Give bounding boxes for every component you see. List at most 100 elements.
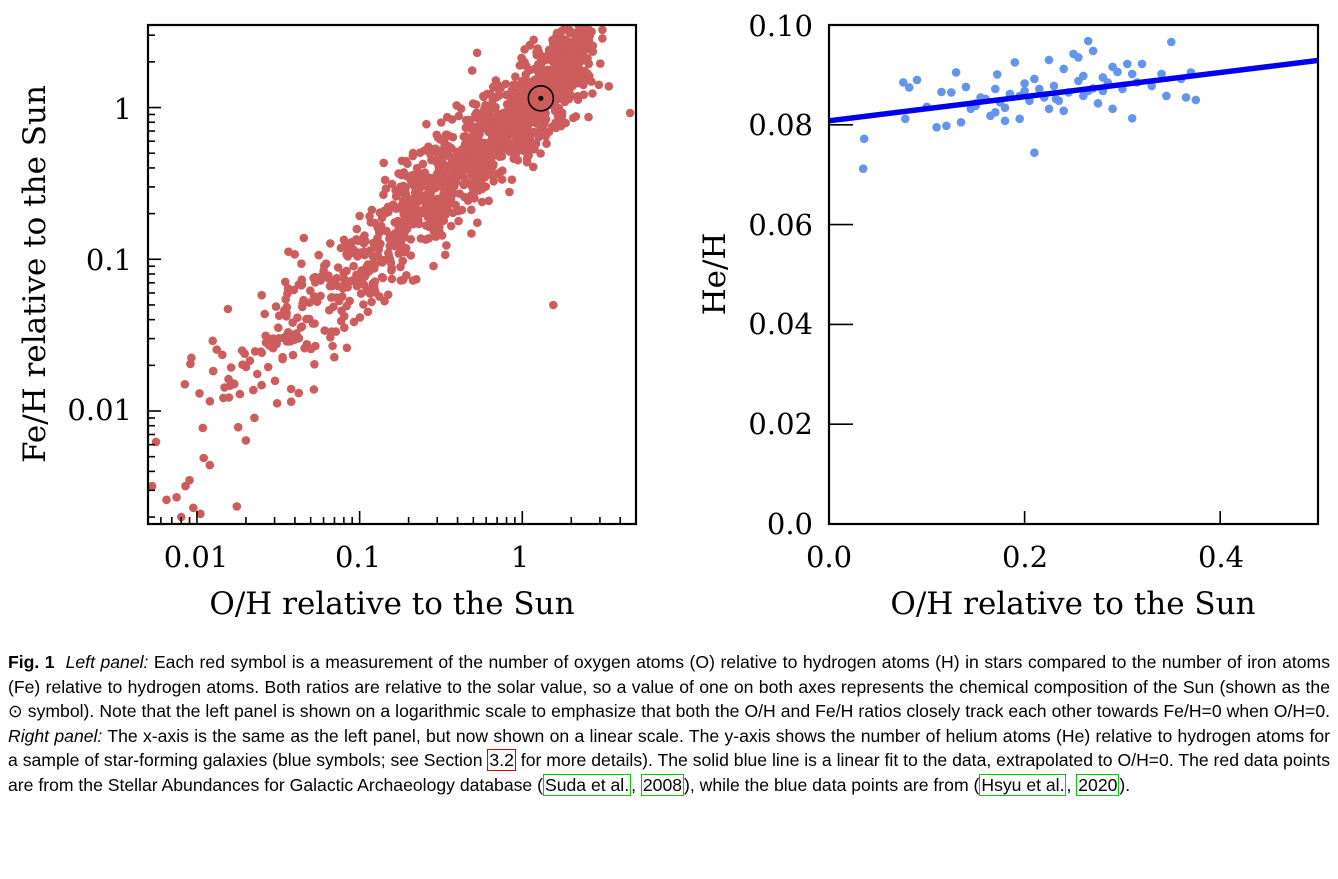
data-point: [932, 123, 941, 132]
data-point: [588, 89, 597, 98]
data-point: [241, 362, 251, 372]
data-point: [278, 352, 287, 362]
data-point: [1020, 79, 1029, 88]
data-point: [454, 111, 464, 121]
section-link[interactable]: 3.2: [487, 749, 516, 771]
data-point: [475, 154, 485, 163]
data-point: [233, 422, 243, 432]
data-point: [468, 151, 477, 161]
data-point: [1044, 104, 1054, 114]
data-point: [385, 234, 394, 244]
data-point: [1030, 74, 1039, 84]
data-point: [572, 49, 582, 59]
data-point: [429, 261, 438, 271]
data-point: [961, 82, 971, 92]
data-point: [552, 28, 562, 38]
data-point: [583, 25, 592, 33]
data-point: [509, 100, 518, 110]
data-point: [249, 385, 258, 395]
citation-link-hsyu-year[interactable]: 2020: [1076, 773, 1120, 796]
data-point: [859, 134, 869, 144]
data-point: [584, 59, 594, 69]
data-point: [1191, 95, 1201, 105]
citation-link-suda-author[interactable]: Suda et al.: [542, 773, 632, 796]
data-point: [332, 293, 341, 302]
data-point: [286, 397, 296, 407]
data-point: [289, 332, 299, 342]
data-point: [250, 347, 260, 356]
data-point: [476, 147, 486, 157]
data-point: [858, 164, 868, 173]
citation-separator: ,: [1066, 774, 1077, 795]
data-point: [567, 28, 577, 38]
data-point: [576, 33, 586, 42]
right-x-tick-label: 0.4: [1198, 540, 1244, 574]
data-point: [306, 344, 316, 354]
data-point: [297, 259, 306, 269]
data-point: [396, 276, 406, 285]
data-point: [208, 366, 218, 376]
data-point: [392, 204, 401, 213]
solar-symbol: [527, 85, 555, 112]
data-point: [299, 295, 308, 305]
data-point: [956, 118, 966, 127]
data-point: [380, 296, 389, 306]
data-point: [402, 171, 411, 181]
left-axis-ticks: [147, 34, 637, 524]
citation-link-hsyu-author[interactable]: Hsyu et al.: [979, 773, 1067, 796]
data-point: [356, 289, 366, 298]
left-panel: 0.01 0.1 1 0.01 0.1 1 O/H relative to th…: [17, 7, 638, 622]
citation-link-suda-year[interactable]: 2008: [640, 773, 685, 796]
sun-symbol-icon: ⊙: [8, 701, 23, 721]
data-point: [435, 211, 445, 221]
data-point: [432, 145, 441, 154]
data-point: [567, 68, 576, 77]
data-point: [250, 413, 259, 423]
data-point: [336, 243, 346, 253]
data-point: [352, 224, 362, 234]
data-point: [439, 145, 448, 155]
data-point: [544, 46, 554, 56]
data-point: [456, 164, 465, 174]
data-point: [396, 262, 405, 272]
data-point: [421, 235, 431, 244]
data-point: [416, 177, 425, 186]
data-point: [411, 203, 420, 212]
data-point: [294, 388, 304, 398]
data-point: [375, 228, 384, 237]
data-point: [463, 194, 472, 204]
data-point: [445, 152, 455, 161]
data-point: [196, 509, 205, 519]
data-point: [937, 87, 946, 97]
data-point: [401, 156, 411, 166]
data-point: [380, 206, 389, 215]
data-point: [562, 75, 572, 85]
data-point: [392, 188, 402, 197]
right-y-axis-label: He/H: [697, 233, 733, 316]
data-point: [564, 94, 574, 104]
data-point: [355, 211, 364, 221]
data-point: [180, 380, 190, 389]
data-point: [912, 75, 922, 85]
data-point: [422, 119, 431, 129]
data-point: [523, 136, 532, 145]
data-point: [496, 125, 506, 134]
data-point: [899, 78, 908, 87]
left-y-axis-label: Fe/H relative to the Sun: [17, 85, 53, 463]
data-point: [1035, 84, 1044, 94]
data-point: [367, 297, 376, 307]
data-point: [529, 128, 539, 137]
data-point: [396, 224, 406, 233]
data-point: [443, 204, 452, 214]
data-point: [1181, 93, 1191, 102]
data-point: [544, 7, 553, 16]
data-point: [434, 180, 444, 190]
data-point: [186, 359, 195, 369]
data-point: [330, 352, 339, 362]
data-point: [352, 249, 361, 259]
citation-separator: ,: [631, 774, 641, 795]
data-point: [195, 389, 204, 398]
data-point: [264, 341, 274, 350]
data-point: [162, 495, 171, 505]
data-point: [1123, 59, 1132, 69]
